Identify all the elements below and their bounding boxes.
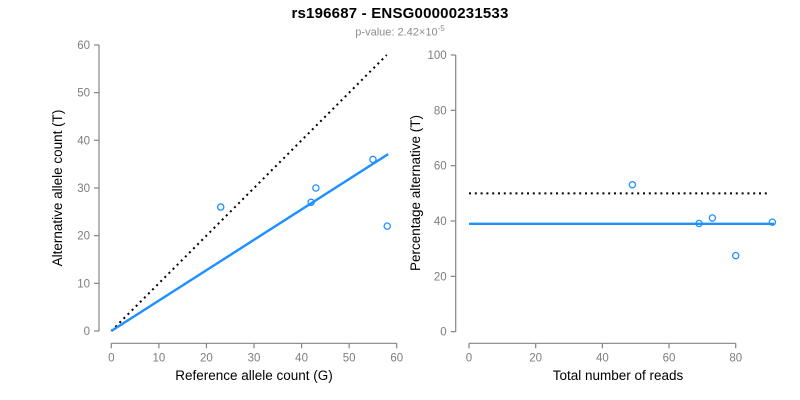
- x-tick-label: 60: [663, 352, 676, 364]
- x-tick-label: 0: [108, 352, 114, 364]
- identity-line: [110, 54, 388, 332]
- fit-line: [110, 153, 389, 333]
- y-tick-label: 0: [84, 326, 90, 338]
- x-tick-label: 60: [390, 352, 403, 364]
- x-tick-label: 20: [200, 352, 213, 364]
- y-axis-label: Percentage alternative (T): [408, 115, 423, 271]
- data-point: [307, 198, 315, 207]
- data-point: [708, 214, 717, 222]
- x-tick-label: 20: [529, 352, 542, 364]
- data-point: [216, 203, 225, 211]
- data-point: [312, 184, 320, 192]
- y-tick-label: 50: [77, 88, 90, 100]
- y-tick-label: 60: [77, 40, 90, 52]
- x-tick-label: 10: [152, 352, 165, 364]
- y-tick-label: 20: [434, 271, 447, 283]
- p-value-exponent: -5: [437, 24, 445, 33]
- data-point: [731, 251, 740, 260]
- x-tick-label: 50: [343, 352, 356, 364]
- x-tick-label: 40: [295, 352, 308, 364]
- x-axis-label: Total number of reads: [553, 368, 684, 383]
- x-tick-label: 80: [729, 352, 742, 364]
- y-tick-label: 20: [77, 231, 90, 243]
- data-point: [369, 155, 377, 164]
- x-axis-label: Reference allele count (G): [175, 368, 333, 383]
- p-value-text: p-value: 2.42×10: [355, 26, 438, 39]
- x-tick-label: 30: [248, 352, 261, 364]
- y-axis-label: Alternative allele count (T): [50, 110, 65, 267]
- y-tick-label: 40: [77, 135, 90, 147]
- p-value-subtitle: p-value: 2.42×10-5: [0, 24, 800, 39]
- y-tick-label: 80: [434, 105, 447, 117]
- y-tick-label: 60: [434, 161, 447, 173]
- data-point: [768, 218, 777, 226]
- page-title: rs196687 - ENSG00000231533: [291, 5, 509, 22]
- y-tick-label: 40: [434, 216, 447, 228]
- y-tick-label: 100: [428, 50, 447, 62]
- x-tick-label: 40: [596, 352, 609, 364]
- y-tick-label: 30: [77, 183, 90, 195]
- y-tick-label: 10: [77, 278, 90, 290]
- x-tick-label: 0: [466, 352, 472, 364]
- data-point: [628, 181, 637, 189]
- data-point: [695, 219, 703, 228]
- y-tick-label: 0: [440, 327, 446, 339]
- data-point: [383, 222, 391, 230]
